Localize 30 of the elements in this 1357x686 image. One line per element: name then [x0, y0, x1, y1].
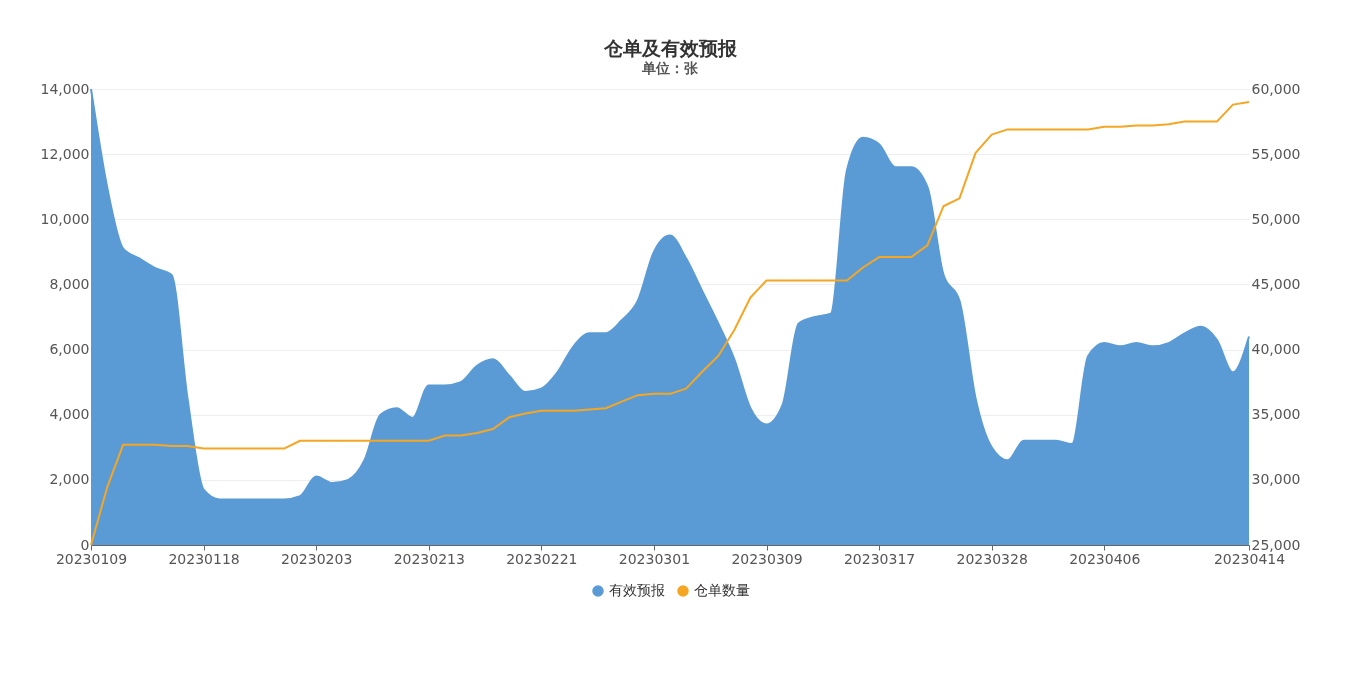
x-tick-label: 20230118 [168, 550, 240, 567]
y-tick-label: 12,000 [40, 145, 90, 162]
y-tick-label: 10,000 [40, 210, 90, 227]
y2-tick-label: 40,000 [1251, 341, 1301, 358]
y-tick-label: 8,000 [49, 275, 90, 292]
x-tick-label: 20230203 [281, 550, 353, 567]
y2-tick-label: 35,000 [1251, 406, 1301, 423]
chart-title: 仓单及有效预报 [602, 37, 738, 59]
x-tick-label: 20230213 [393, 550, 465, 567]
chart-subtitle: 单位：张 [641, 60, 699, 76]
y2-tick-label: 55,000 [1251, 145, 1301, 162]
x-tick-label: 20230328 [956, 550, 1028, 567]
y-tick-label: 2,000 [49, 471, 90, 488]
y2-tick-label: 50,000 [1251, 210, 1301, 227]
x-tick-label: 20230317 [843, 550, 916, 567]
y2-tick-label: 45,000 [1251, 275, 1301, 292]
y-tick-label: 0 [80, 536, 90, 553]
x-tick-label: 20230406 [1069, 550, 1141, 567]
x-tick-label: 20230309 [731, 550, 803, 567]
y2-tick-label: 60,000 [1251, 80, 1301, 97]
y2-tick-label: 25,000 [1251, 536, 1301, 553]
y-tick-label: 4,000 [49, 406, 90, 423]
x-tick-label: 20230301 [618, 550, 691, 567]
y2-tick-label: 30,000 [1251, 471, 1301, 488]
x-tick-label: 20230221 [506, 550, 578, 567]
x-tick-label: 20230109 [55, 550, 128, 567]
y-tick-label: 14,000 [40, 80, 90, 97]
legend-label: 仓单数量 [694, 582, 750, 598]
y-tick-label: 6,000 [49, 341, 90, 358]
legend-label: 有效预报 [609, 582, 665, 598]
